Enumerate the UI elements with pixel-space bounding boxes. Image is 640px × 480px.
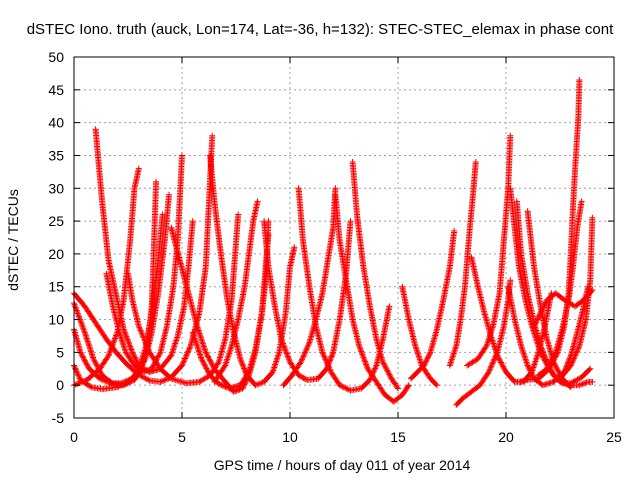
- series-arc: [513, 198, 594, 387]
- series-markers: [513, 198, 594, 387]
- series-arc: [211, 198, 261, 385]
- series-markers: [468, 254, 555, 385]
- y-tick-label: 45: [48, 82, 64, 98]
- y-axis-label: dSTEC / TECUs: [5, 189, 21, 291]
- series-markers: [332, 191, 412, 405]
- series-arc: [125, 211, 242, 387]
- y-tick-label: 35: [48, 147, 64, 163]
- series-markers: [103, 152, 185, 376]
- series-arc: [349, 159, 401, 392]
- series-arc: [332, 191, 412, 405]
- series-markers: [446, 159, 479, 369]
- y-tick-label: 50: [48, 49, 64, 65]
- x-tick-label: 25: [606, 429, 622, 445]
- plot-frame: [73, 56, 615, 419]
- series-arc: [468, 254, 555, 385]
- y-tick-label: 5: [56, 344, 64, 360]
- x-tick-label: 15: [390, 429, 406, 445]
- y-tick-label: 20: [48, 246, 64, 262]
- series-arc: [531, 287, 596, 330]
- series-markers: [211, 198, 261, 385]
- series-arc: [408, 227, 458, 382]
- y-tick-label: 10: [48, 312, 64, 328]
- series-arc: [92, 126, 196, 376]
- y-tick-label: 0: [56, 377, 64, 393]
- series-markers: [531, 287, 596, 330]
- x-tick-label: 5: [178, 429, 186, 445]
- y-tick-label: 15: [48, 279, 64, 295]
- chart-title: dSTEC Iono. truth (auck, Lon=174, Lat=-3…: [27, 21, 614, 38]
- x-tick-label: 0: [70, 429, 78, 445]
- x-axis-label: GPS time / hours of day 011 of year 2014: [214, 457, 471, 473]
- series-arc: [453, 277, 514, 408]
- series-markers: [92, 126, 196, 376]
- series-markers: [408, 227, 458, 382]
- y-tick-label: 30: [48, 180, 64, 196]
- x-tick-label: 20: [498, 429, 514, 445]
- series-arc: [446, 159, 479, 369]
- x-tick-labels: 0 5 10 15 20 25: [70, 429, 622, 445]
- y-tick-labels: -5 0 5 10 15 20 25 30 35 40 45 50: [48, 49, 64, 426]
- y-tick-label: 25: [48, 213, 64, 229]
- series-markers: [453, 277, 514, 408]
- series-arc: [103, 152, 185, 376]
- data-series: [71, 77, 596, 408]
- x-tick-label: 10: [282, 429, 298, 445]
- series-markers: [125, 211, 242, 387]
- series-markers: [349, 159, 401, 392]
- y-tick-label: -5: [52, 410, 65, 426]
- y-tick-label: 40: [48, 115, 64, 131]
- axis-ticks: [73, 56, 615, 419]
